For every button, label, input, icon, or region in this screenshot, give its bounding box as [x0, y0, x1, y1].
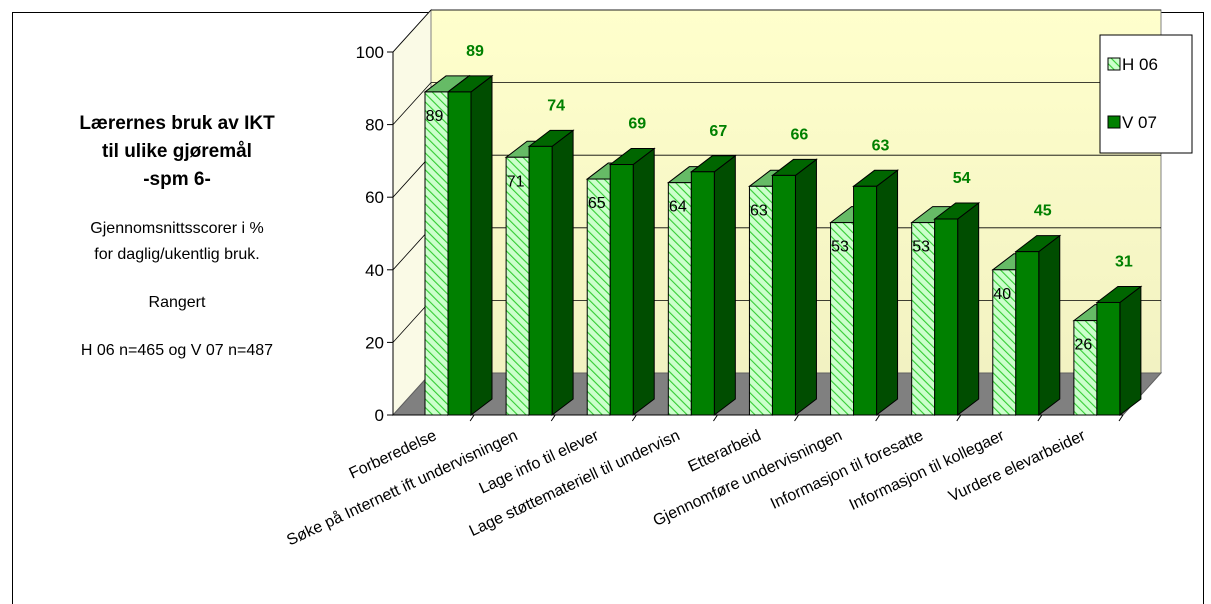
x-tick-mark: [956, 414, 962, 422]
bar-h06-front: [667, 182, 692, 416]
chart-title-line-2: til ulike gjøremål: [102, 141, 252, 162]
data-label-h06: 71: [507, 173, 525, 190]
sample-size-note: H 06 n=465 og V 07 n=487: [80, 342, 274, 359]
bar-h06-front: [424, 91, 449, 416]
y-tick-label: 60: [365, 188, 384, 207]
bar-v07-front: [447, 91, 472, 416]
data-label-v07: 45: [1034, 203, 1052, 220]
x-tick-mark: [631, 414, 637, 422]
chart-subtitle-line-2: for daglig/ukentlig bruk.: [94, 246, 260, 263]
bar-v07-side: [470, 74, 493, 417]
y-tick-label: 20: [365, 333, 384, 352]
chart-title-line-3: -spm 6-: [143, 169, 211, 190]
bar-h06-front: [586, 178, 611, 416]
data-label-h06: 64: [669, 199, 687, 216]
data-label-v07: 74: [547, 97, 565, 114]
legend-label-v07: V 07: [1122, 113, 1157, 132]
bar-v07-side: [794, 158, 817, 417]
data-label-h06: 53: [831, 239, 849, 256]
y-tick-label: 100: [356, 43, 384, 62]
data-label-h06: 26: [1074, 337, 1092, 354]
x-tick-mark: [713, 414, 718, 422]
bar-v07-front: [853, 185, 878, 416]
legend-swatch-v07: [1107, 115, 1121, 129]
bar-v07-front: [1015, 251, 1040, 416]
bar-v07: [852, 169, 900, 417]
gridline-side: [392, 82, 432, 125]
x-tick-mark: [875, 414, 881, 422]
chart-subtitle-line-1: Gjennomsnittsscorer i %: [90, 220, 264, 237]
x-tick-mark: [794, 414, 799, 422]
bar-v07-front: [528, 145, 553, 416]
data-label-h06: 53: [912, 239, 930, 256]
x-tick-mark: [1118, 414, 1124, 422]
bar-h06-front: [748, 185, 773, 416]
bar-h06-front: [1073, 320, 1098, 416]
bar-v07: [1014, 234, 1062, 417]
bar-v07: [1095, 285, 1143, 417]
data-label-v07: 54: [953, 170, 971, 187]
data-label-h06: 65: [588, 195, 606, 212]
data-label-v07: 69: [628, 116, 646, 133]
ranking-note: Rangert: [148, 294, 206, 311]
bar-v07: [446, 74, 494, 417]
bar-v07-side: [1038, 234, 1061, 417]
legend-label-h06: H 06: [1122, 55, 1158, 74]
bar-v07-front: [690, 171, 715, 416]
bar-v07: [770, 158, 818, 417]
data-label-h06: 63: [750, 202, 768, 219]
bar-v07-side: [551, 129, 574, 417]
bar-v07-side: [1119, 285, 1142, 417]
bar-v07-side: [632, 147, 655, 417]
data-label-h06: 40: [993, 286, 1011, 303]
legend-swatch-h06: [1107, 57, 1121, 71]
side-panel: Lærernes bruk av IKT til ulike gjøremål …: [12, 110, 342, 364]
bar-v07: [527, 129, 575, 417]
x-category-label: Informasjon til kollegaer: [847, 427, 1008, 514]
legend: H 06 V 07: [1099, 34, 1193, 154]
data-label-v07: 89: [466, 43, 484, 60]
x-tick-mark: [1037, 414, 1043, 422]
bar-v07: [933, 201, 981, 417]
x-tick-mark: [469, 414, 475, 422]
bar-v07-side: [957, 201, 980, 417]
x-category-label: Vurdere elevarbeider: [946, 427, 1089, 506]
bar-v07: [608, 147, 656, 417]
chart-title-line-1: Lærernes bruk av IKT: [79, 113, 275, 134]
bar-v07-side: [876, 169, 899, 417]
y-tick-label: 80: [365, 116, 384, 135]
y-tick-label: 40: [365, 261, 384, 280]
data-label-h06: 89: [426, 108, 444, 125]
bar-v07-front: [934, 218, 959, 416]
data-label-v07: 67: [709, 123, 727, 140]
data-label-v07: 31: [1115, 253, 1133, 270]
bar-v07-front: [771, 174, 796, 416]
x-tick-mark: [550, 414, 556, 422]
y-tick-label: 0: [375, 406, 384, 425]
legend-box: [1099, 34, 1193, 154]
data-label-v07: 63: [872, 137, 890, 154]
data-label-v07: 66: [791, 126, 809, 143]
bar-v07: [689, 154, 737, 417]
bar-h06-front: [505, 156, 530, 416]
bar-v07-front: [1096, 301, 1121, 416]
bar-v07-front: [609, 164, 634, 416]
bar-v07-side: [713, 154, 736, 417]
gridline-side: [392, 9, 432, 53]
